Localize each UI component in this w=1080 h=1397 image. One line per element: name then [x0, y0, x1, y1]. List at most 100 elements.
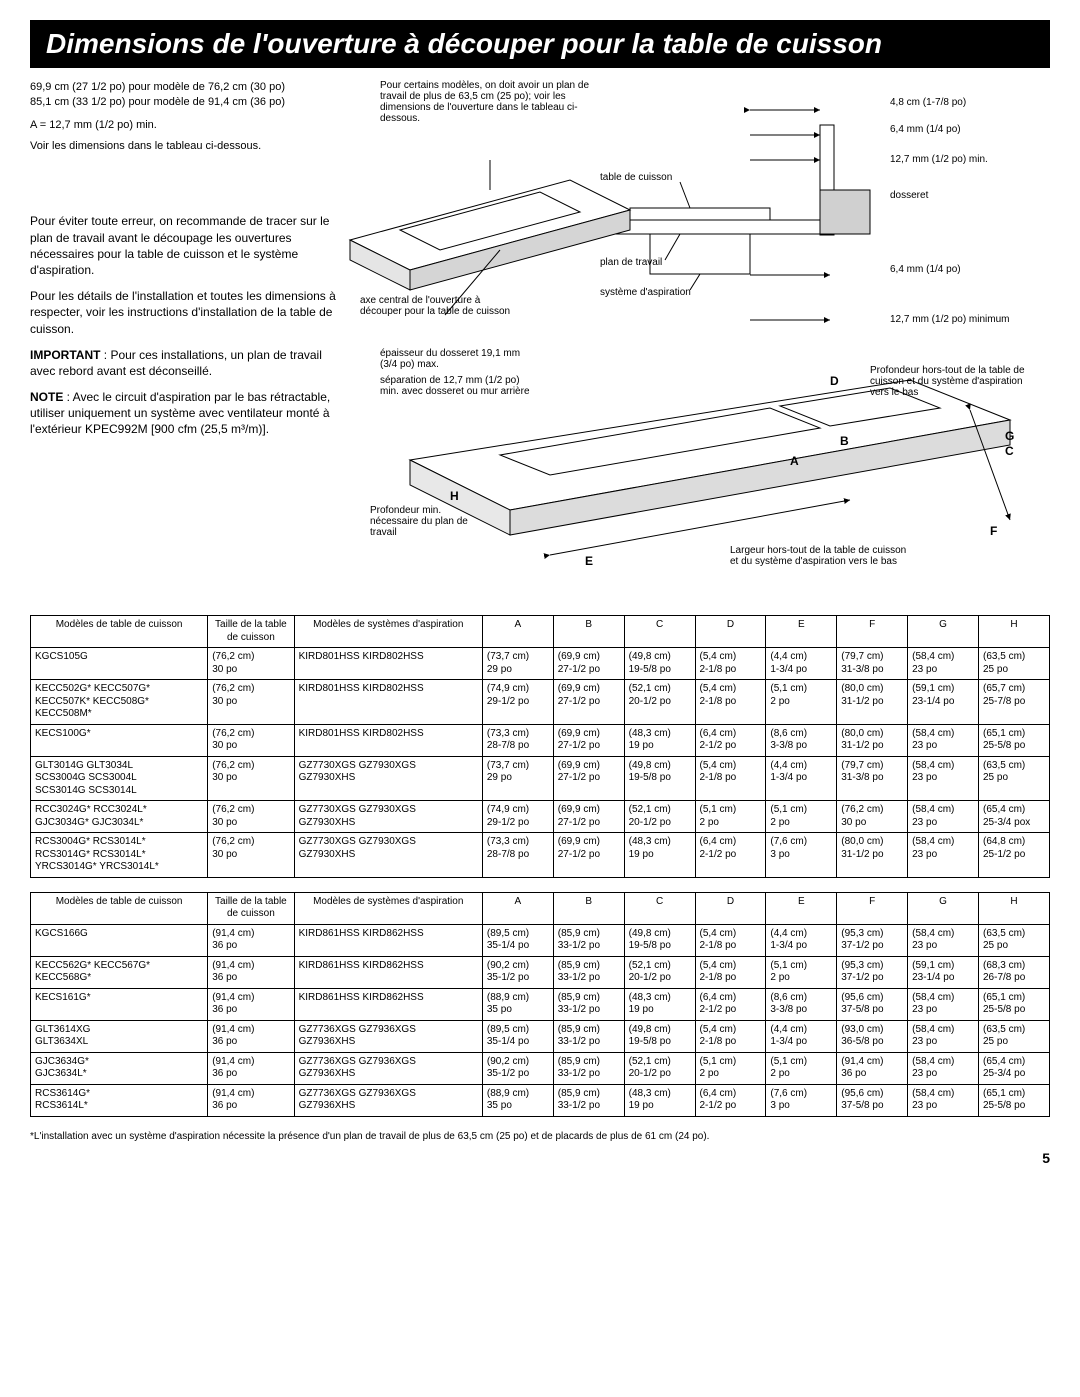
cell-A: (73,3 cm) 28-7/8 po	[482, 724, 553, 756]
letter-C: C	[1005, 444, 1014, 458]
spec-table-36: Modèles de table de cuisson Taille de la…	[30, 892, 1050, 1117]
cell-G: (58,4 cm) 23 po	[908, 1084, 979, 1116]
cell-models: RCS3004G* RCS3014L* RCS3014G* RCS3014L* …	[31, 833, 208, 878]
cell-size: (91,4 cm) 36 po	[208, 924, 294, 956]
cell-B: (69,9 cm) 27-1/2 po	[553, 724, 624, 756]
cell-sys: KIRD801HSS KIRD802HSS	[294, 648, 482, 680]
separation-label: séparation de 12,7 mm (1/2 po) min. avec…	[380, 375, 530, 397]
cell-A: (90,2 cm) 35-1/2 po	[482, 956, 553, 988]
cell-E: (5,1 cm) 2 po	[766, 680, 837, 725]
cell-models: GJC3634G* GJC3634L*	[31, 1052, 208, 1084]
cell-B: (85,9 cm) 33-1/2 po	[553, 956, 624, 988]
cell-G: (58,4 cm) 23 po	[908, 1052, 979, 1084]
cell-models: KECS100G*	[31, 724, 208, 756]
para-4: NOTE : Avec le circuit d'aspiration par …	[30, 389, 340, 438]
upper-section: 69,9 cm (27 1/2 po) pour modèle de 76,2 …	[30, 80, 1050, 605]
cell-D: (5,1 cm) 2 po	[695, 1052, 766, 1084]
dim-12-7b: 12,7 mm (1/2 po) minimum	[890, 314, 1009, 325]
cell-B: (69,9 cm) 27-1/2 po	[553, 833, 624, 878]
para-2: Pour les détails de l'installation et to…	[30, 288, 340, 337]
cell-E: (7,6 cm) 3 po	[766, 833, 837, 878]
th-E: E	[766, 616, 837, 648]
page-number: 5	[30, 1150, 1050, 1166]
cell-A: (89,5 cm) 35-1/4 po	[482, 924, 553, 956]
cell-size: (91,4 cm) 36 po	[208, 1084, 294, 1116]
th-A: A	[482, 616, 553, 648]
cell-G: (58,4 cm) 23 po	[908, 833, 979, 878]
cell-B: (69,9 cm) 27-1/2 po	[553, 680, 624, 725]
cell-F: (80,0 cm) 31-1/2 po	[837, 833, 908, 878]
cell-D: (6,4 cm) 2-1/2 po	[695, 988, 766, 1020]
page-title: Dimensions de l'ouverture à découper pou…	[30, 20, 1050, 68]
cell-H: (65,1 cm) 25-5/8 po	[979, 1084, 1050, 1116]
cell-H: (65,1 cm) 25-5/8 po	[979, 988, 1050, 1020]
cell-models: KGCS105G	[31, 648, 208, 680]
cell-G: (59,1 cm) 23-1/4 po	[908, 956, 979, 988]
table-row: GLT3614XG GLT3634XL(91,4 cm) 36 poGZ7736…	[31, 1020, 1050, 1052]
cell-H: (68,3 cm) 26-7/8 po	[979, 956, 1050, 988]
th-B: B	[553, 616, 624, 648]
cell-D: (5,4 cm) 2-1/8 po	[695, 680, 766, 725]
cell-A: (89,5 cm) 35-1/4 po	[482, 1020, 553, 1052]
th-models2: Modèles de table de cuisson	[31, 892, 208, 924]
cell-models: GLT3014G GLT3034L SCS3004G SCS3004L SCS3…	[31, 756, 208, 801]
cell-D: (5,4 cm) 2-1/8 po	[695, 924, 766, 956]
cell-sys: KIRD861HSS KIRD862HSS	[294, 956, 482, 988]
cell-A: (73,7 cm) 29 po	[482, 756, 553, 801]
cell-H: (65,7 cm) 25-7/8 po	[979, 680, 1050, 725]
cell-F: (95,3 cm) 37-1/2 po	[837, 956, 908, 988]
th-models: Modèles de table de cuisson	[31, 616, 208, 648]
cell-C: (49,8 cm) 19-5/8 po	[624, 1020, 695, 1052]
cell-B: (85,9 cm) 33-1/2 po	[553, 924, 624, 956]
lbl-dosseret: dosseret	[890, 190, 929, 201]
cell-E: (8,6 cm) 3-3/8 po	[766, 724, 837, 756]
cell-E: (7,6 cm) 3 po	[766, 1084, 837, 1116]
cell-C: (48,3 cm) 19 po	[624, 1084, 695, 1116]
cell-F: (95,6 cm) 37-5/8 po	[837, 1084, 908, 1116]
cell-D: (6,4 cm) 2-1/2 po	[695, 724, 766, 756]
th-H: H	[979, 616, 1050, 648]
cell-A: (90,2 cm) 35-1/2 po	[482, 1052, 553, 1084]
th-F: F	[837, 616, 908, 648]
cell-F: (79,7 cm) 31-3/8 po	[837, 648, 908, 680]
cell-models: KECC502G* KECC507G* KECC507K* KECC508G* …	[31, 680, 208, 725]
cell-sys: KIRD861HSS KIRD862HSS	[294, 988, 482, 1020]
th-size2: Taille de la table de cuisson	[208, 892, 294, 924]
cell-C: (49,8 cm) 19-5/8 po	[624, 756, 695, 801]
axis-label: axe central de l'ouverture à découper po…	[360, 295, 520, 317]
cell-E: (5,1 cm) 2 po	[766, 956, 837, 988]
letter-H: H	[450, 489, 459, 503]
cell-D: (5,4 cm) 2-1/8 po	[695, 648, 766, 680]
cell-A: (88,9 cm) 35 po	[482, 988, 553, 1020]
cell-C: (48,3 cm) 19 po	[624, 724, 695, 756]
cell-B: (85,9 cm) 33-1/2 po	[553, 1084, 624, 1116]
cell-D: (5,4 cm) 2-1/8 po	[695, 956, 766, 988]
letter-E: E	[585, 554, 593, 568]
cell-D: (6,4 cm) 2-1/2 po	[695, 1084, 766, 1116]
cell-C: (48,3 cm) 19 po	[624, 833, 695, 878]
cell-E: (5,1 cm) 2 po	[766, 801, 837, 833]
letter-F: F	[990, 524, 997, 538]
table-row: GLT3014G GLT3034L SCS3004G SCS3004L SCS3…	[31, 756, 1050, 801]
table-row: RCC3024G* RCC3024L* GJC3034G* GJC3034L*(…	[31, 801, 1050, 833]
cell-H: (65,1 cm) 25-5/8 po	[979, 724, 1050, 756]
table-row: KGCS105G(76,2 cm) 30 poKIRD801HSS KIRD80…	[31, 648, 1050, 680]
cell-C: (52,1 cm) 20-1/2 po	[624, 956, 695, 988]
cell-A: (88,9 cm) 35 po	[482, 1084, 553, 1116]
th-systems2: Modèles de systèmes d'aspiration	[294, 892, 482, 924]
cell-C: (52,1 cm) 20-1/2 po	[624, 680, 695, 725]
cell-size: (76,2 cm) 30 po	[208, 801, 294, 833]
cell-G: (59,1 cm) 23-1/4 po	[908, 680, 979, 725]
cell-E: (5,1 cm) 2 po	[766, 1052, 837, 1084]
widthall-label: Largeur hors-tout de la table de cuisson…	[730, 545, 910, 567]
cell-sys: GZ7730XGS GZ7930XGS GZ7930XHS	[294, 756, 482, 801]
para-3: IMPORTANT : Pour ces installations, un p…	[30, 347, 340, 379]
cell-sys: KIRD801HSS KIRD802HSS	[294, 680, 482, 725]
cell-H: (64,8 cm) 25-1/2 po	[979, 833, 1050, 878]
cell-size: (91,4 cm) 36 po	[208, 988, 294, 1020]
cell-sys: GZ7736XGS GZ7936XGS GZ7936XHS	[294, 1020, 482, 1052]
table-row: KECC562G* KECC567G* KECC568G*(91,4 cm) 3…	[31, 956, 1050, 988]
cell-E: (4,4 cm) 1-3/4 po	[766, 1020, 837, 1052]
cell-G: (58,4 cm) 23 po	[908, 801, 979, 833]
cell-F: (93,0 cm) 36-5/8 po	[837, 1020, 908, 1052]
